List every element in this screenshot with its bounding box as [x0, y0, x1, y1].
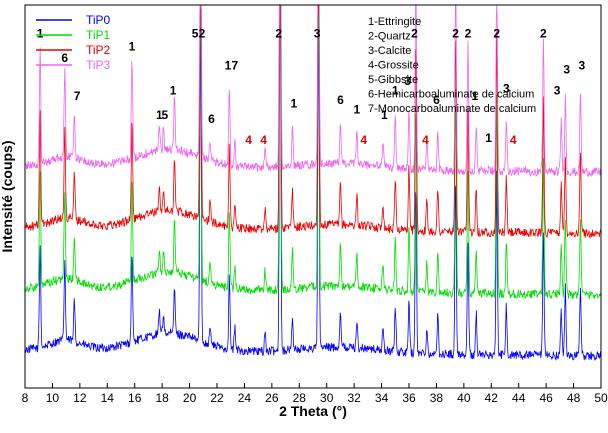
x-tick-label: 24: [238, 391, 252, 405]
peak-label: 2: [199, 26, 206, 40]
series-line-tip2: [24, 4, 602, 239]
x-tick-label: 38: [430, 391, 444, 405]
phase-key-entry: 4-Grossite: [368, 60, 419, 72]
peak-label: 3: [578, 59, 585, 73]
x-tick-label: 34: [375, 391, 389, 405]
legend-entry: TiP2: [86, 43, 111, 57]
peak-label: 3: [404, 74, 411, 88]
x-axis-label: 2 Theta (°): [279, 403, 347, 419]
peak-label: 7: [74, 89, 81, 103]
series-line-tip1: [24, 4, 602, 300]
x-tick-label: 48: [567, 391, 581, 405]
series-line-tip3: [24, 4, 602, 178]
x-tick-label: 22: [210, 391, 224, 405]
x-tick-label: 50: [594, 391, 608, 405]
x-tick-label: 44: [512, 391, 526, 405]
legend-entry: TiP1: [86, 28, 111, 42]
peak-label: 5: [162, 108, 169, 122]
peak-label: 2: [411, 26, 418, 40]
x-tick-label: 18: [155, 391, 169, 405]
peak-label: 2: [493, 26, 500, 40]
peak-label: 1: [381, 108, 388, 122]
peak-label: 1: [156, 108, 163, 122]
peak-label: 3: [563, 62, 570, 76]
x-tick-label: 26: [265, 391, 279, 405]
peak-label: 6: [61, 51, 68, 65]
peak-label: 4: [260, 133, 267, 147]
legend-entry: TiP0: [86, 13, 111, 27]
peak-label: 4: [360, 133, 367, 147]
x-tick-label: 32: [347, 391, 361, 405]
peak-label: 2: [465, 26, 472, 40]
peak-label: 6: [337, 93, 344, 107]
peak-label: 6: [208, 112, 215, 126]
series-line-tip0: [24, 4, 602, 361]
peak-label: 4: [422, 133, 429, 147]
peak-label: 1: [290, 97, 297, 111]
peak-label: 1: [129, 40, 136, 54]
peak-label: 3: [314, 26, 321, 40]
phase-key-entry: 2-Quartz: [368, 31, 411, 43]
peak-label: 2: [275, 26, 282, 40]
x-tick-label: 40: [457, 391, 471, 405]
x-tick-label: 14: [101, 391, 115, 405]
peak-label: 1: [37, 26, 44, 40]
peak-label: 7: [231, 59, 238, 73]
x-tick-label: 28: [293, 391, 307, 405]
peak-label: 1: [170, 83, 177, 97]
legend-entry: TiP3: [86, 58, 111, 72]
x-tick-label: 20: [183, 391, 197, 405]
phase-key-entry: 3-Calcite: [368, 45, 411, 57]
x-tick-label: 16: [128, 391, 142, 405]
x-tick-label: 42: [485, 391, 499, 405]
peak-label: 5: [192, 26, 199, 40]
y-axis-label: Intensité (coups): [0, 140, 15, 252]
x-tick-label: 12: [73, 391, 87, 405]
phase-key-entry: 5-Gibbsite: [368, 74, 418, 86]
x-tick-label: 36: [402, 391, 416, 405]
peak-label: 6: [433, 93, 440, 107]
series-layer: [24, 4, 602, 361]
peak-label: 4: [510, 133, 517, 147]
x-axis: 8 10 12 14 16 18 20 22 24 26 28 30 32 34 36 38 40 42 44 46 4…: [22, 383, 608, 405]
peak-label: 1: [392, 83, 399, 97]
peak-label: 3: [503, 81, 510, 95]
phase-key-entry: 7-Monocarboaluminate de calcium: [368, 103, 536, 115]
x-tick-label: 8: [22, 391, 29, 405]
x-tick-label: 46: [539, 391, 553, 405]
peak-label: 1: [225, 59, 232, 73]
peak-label: 1: [471, 89, 478, 103]
peak-label: 1: [354, 102, 361, 116]
phase-key-entry: 6-Hemicarboaluminate de calcium: [368, 89, 534, 101]
peak-label: 3: [554, 83, 561, 97]
peak-label: 4: [245, 133, 252, 147]
peak-label: 2: [452, 26, 459, 40]
peak-label: 2: [540, 26, 547, 40]
phase-key: 1-Ettringite 2-Quartz 3-Calcite 4-Grossite 5…: [368, 16, 536, 115]
plot-frame: [24, 4, 602, 389]
phase-key-entry: 1-Ettringite: [368, 16, 421, 28]
x-tick-label: 10: [46, 391, 60, 405]
peak-label: 1: [485, 131, 492, 145]
x-tick-label: 30: [320, 391, 334, 405]
